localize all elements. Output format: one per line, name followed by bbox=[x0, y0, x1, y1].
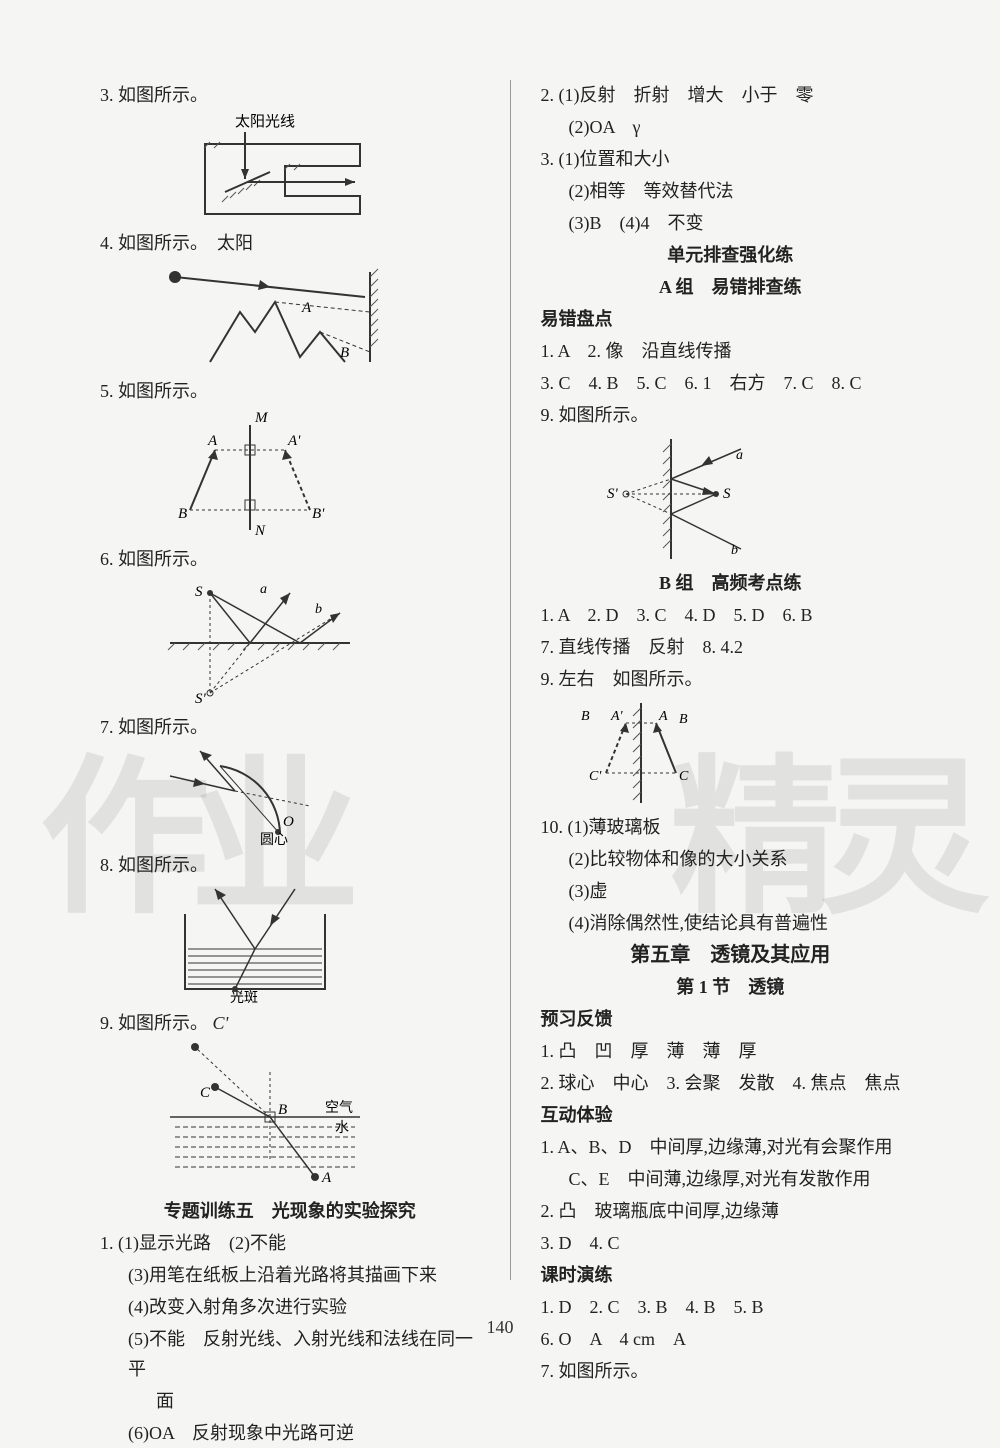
page-number: 140 bbox=[487, 1317, 514, 1338]
svg-text:水: 水 bbox=[335, 1120, 349, 1136]
groupB-title: B 组 高频考点练 bbox=[541, 568, 921, 598]
svg-text:A': A' bbox=[610, 709, 624, 724]
svg-text:B: B bbox=[340, 345, 349, 361]
svg-text:B: B bbox=[178, 506, 187, 522]
i2: 2. 凸 玻璃瓶底中间厚,边缘薄 bbox=[541, 1196, 921, 1226]
gB-1: 1. A 2. D 3. C 4. D 5. D 6. B bbox=[541, 600, 921, 630]
q9-figure: 空气 水 A B C bbox=[160, 1042, 480, 1192]
a1-6: (6)OA 反射现象中光路可逆 bbox=[100, 1418, 480, 1448]
right-column: 2. (1)反射 折射 增大 小于 零 (2)OA γ 3. (1)位置和大小 … bbox=[541, 80, 921, 1280]
pr1: 1. D 2. C 3. B 4. B 5. B bbox=[541, 1292, 921, 1322]
r-a2-2: (2)OA γ bbox=[541, 112, 921, 142]
svg-text:b: b bbox=[315, 602, 322, 617]
svg-text:空气: 空气 bbox=[325, 1100, 353, 1116]
gB-10-2: (2)比较物体和像的大小关系 bbox=[541, 844, 921, 874]
svg-text:S: S bbox=[195, 584, 203, 600]
i1b: C、E 中间薄,边缘厚,对光有发散作用 bbox=[541, 1164, 921, 1194]
i3: 3. D 4. C bbox=[541, 1228, 921, 1258]
svg-text:S': S' bbox=[195, 691, 207, 707]
q4-figure: A B bbox=[160, 262, 480, 372]
column-divider bbox=[510, 80, 511, 1280]
svg-text:A: A bbox=[658, 709, 668, 724]
a1-5b: 面 bbox=[100, 1386, 480, 1416]
q6-figure: S S' a b bbox=[160, 578, 480, 708]
svg-text:C: C bbox=[200, 1085, 211, 1101]
svg-text:B: B bbox=[581, 709, 590, 724]
svg-text:a: a bbox=[736, 448, 743, 463]
svg-text:b: b bbox=[731, 543, 738, 558]
q7-text: 7. 如图所示。 bbox=[100, 712, 480, 742]
gB-10-4: (4)消除偶然性,使结论具有普遍性 bbox=[541, 908, 921, 938]
q7-figure: O 圆心 bbox=[160, 746, 480, 846]
svg-text:a: a bbox=[260, 582, 267, 597]
svg-text:A: A bbox=[301, 300, 312, 316]
ch5-s1-title: 第 1 节 透镜 bbox=[541, 972, 921, 1002]
svg-text:圆心: 圆心 bbox=[260, 832, 288, 846]
q5-figure: M N A B A' B' bbox=[160, 410, 480, 540]
interact-label: 互动体验 bbox=[541, 1100, 921, 1130]
gA-figure: S S' a b bbox=[601, 434, 921, 564]
gA-9: 9. 如图所示。 bbox=[541, 400, 921, 430]
q3-sunlabel: 太阳光线 bbox=[235, 114, 295, 130]
svg-text:S': S' bbox=[607, 486, 619, 502]
a1-5: (5)不能 反射光线、入射光线和法线在同一平 bbox=[100, 1324, 480, 1384]
q8-figure: 光斑 bbox=[160, 884, 480, 1004]
gB-7: 7. 直线传播 反射 8. 4.2 bbox=[541, 632, 921, 662]
preview-label: 预习反馈 bbox=[541, 1004, 921, 1034]
r-a2-1: 2. (1)反射 折射 增大 小于 零 bbox=[541, 80, 921, 110]
svg-text:A: A bbox=[207, 433, 218, 449]
q8-text: 8. 如图所示。 bbox=[100, 850, 480, 880]
gB-9: 9. 左右 如图所示。 bbox=[541, 664, 921, 694]
topic5-title: 专题训练五 光现象的实验探究 bbox=[100, 1196, 480, 1226]
a1-1: 1. (1)显示光路 (2)不能 bbox=[100, 1228, 480, 1258]
svg-text:N: N bbox=[254, 523, 266, 539]
q9-text: 9. 如图所示。 C' bbox=[100, 1008, 480, 1038]
p1: 1. 凸 凹 厚 薄 薄 厚 bbox=[541, 1036, 921, 1066]
pr7: 7. 如图所示。 bbox=[541, 1356, 921, 1386]
gA-1: 1. A 2. 像 沿直线传播 bbox=[541, 336, 921, 366]
svg-text:A': A' bbox=[287, 433, 301, 449]
svg-text:S: S bbox=[723, 486, 731, 502]
a1-4: (4)改变入射角多次进行实验 bbox=[100, 1292, 480, 1322]
checkpoint-label: 易错盘点 bbox=[541, 304, 921, 334]
practice-label: 课时演练 bbox=[541, 1260, 921, 1290]
gB-10-3: (3)虚 bbox=[541, 876, 921, 906]
svg-text:O: O bbox=[283, 814, 294, 830]
svg-text:A: A bbox=[321, 1170, 332, 1186]
p2: 2. 球心 中心 3. 会聚 发散 4. 焦点 焦点 bbox=[541, 1068, 921, 1098]
q3-text: 3. 如图所示。 bbox=[100, 80, 480, 110]
i1a: 1. A、B、D 中间厚,边缘薄,对光有会聚作用 bbox=[541, 1132, 921, 1162]
q4-text: 4. 如图所示。 太阳 bbox=[100, 228, 480, 258]
a1-3: (3)用笔在纸板上沿着光路将其描画下来 bbox=[100, 1260, 480, 1290]
page-content: 3. 如图所示。 太阳光线 bbox=[100, 80, 920, 1280]
svg-text:B: B bbox=[278, 1102, 287, 1118]
gB-10-1: 10. (1)薄玻璃板 bbox=[541, 812, 921, 842]
unit-title: 单元排查强化练 bbox=[541, 240, 921, 270]
left-column: 3. 如图所示。 太阳光线 bbox=[100, 80, 480, 1280]
svg-text:B: B bbox=[679, 712, 688, 727]
svg-text:M: M bbox=[254, 410, 269, 426]
svg-text:光斑: 光斑 bbox=[230, 990, 258, 1004]
r-a3-1: 3. (1)位置和大小 bbox=[541, 144, 921, 174]
q5-text: 5. 如图所示。 bbox=[100, 376, 480, 406]
r-a3-3: (3)B (4)4 不变 bbox=[541, 208, 921, 238]
pr6: 6. O A 4 cm A bbox=[541, 1324, 921, 1354]
svg-text:B': B' bbox=[312, 506, 325, 522]
svg-text:C: C bbox=[679, 769, 689, 784]
gA-3: 3. C 4. B 5. C 6. 1 右方 7. C 8. C bbox=[541, 368, 921, 398]
gB9-figure: A B C A' B C' bbox=[561, 698, 921, 808]
groupA-title: A 组 易错排查练 bbox=[541, 272, 921, 302]
svg-text:C': C' bbox=[589, 769, 602, 784]
q6-text: 6. 如图所示。 bbox=[100, 544, 480, 574]
ch5-title: 第五章 透镜及其应用 bbox=[541, 940, 921, 970]
r-a3-2: (2)相等 等效替代法 bbox=[541, 176, 921, 206]
q3-figure: 太阳光线 bbox=[160, 114, 480, 224]
